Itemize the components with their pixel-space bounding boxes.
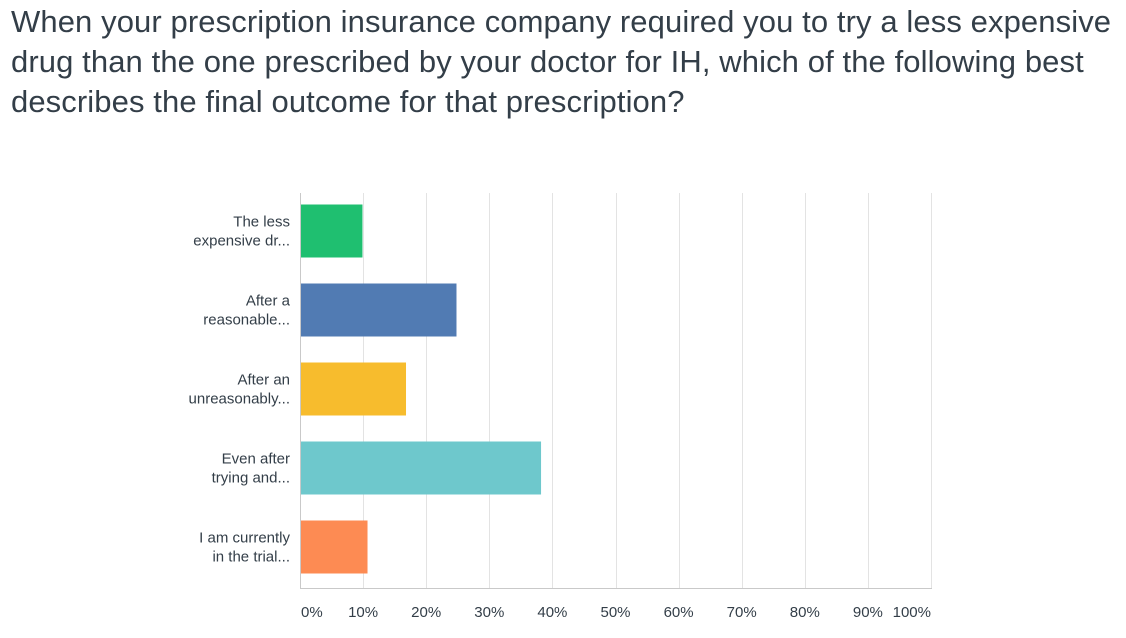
gridlines: [363, 193, 932, 588]
x-tick-label: 100%: [893, 604, 931, 621]
bar: [301, 441, 542, 495]
category-label: The less: [233, 214, 290, 231]
category-label: trying and...: [212, 470, 290, 487]
bar: [301, 283, 457, 337]
bars: [301, 204, 542, 574]
category-label: in the trial...: [212, 549, 290, 566]
category-label: I am currently: [199, 530, 290, 547]
bar: [301, 204, 363, 258]
x-tick-labels: 0% 10% 20% 30% 40% 50% 60% 70% 80% 90% 100%: [301, 604, 931, 621]
bar: [301, 520, 368, 574]
x-tick-label: 80%: [790, 604, 820, 621]
category-label: unreasonably...: [189, 391, 290, 408]
x-tick-label: 10%: [348, 604, 378, 621]
category-label: Even after: [222, 451, 290, 468]
x-tick-label: 40%: [537, 604, 567, 621]
category-labels: The less expensive dr... After a reasonable…: [189, 214, 291, 566]
category-label: After an: [237, 372, 290, 389]
x-tick-label: 0%: [301, 604, 323, 621]
x-tick-label: 50%: [600, 604, 630, 621]
x-tick-label: 90%: [853, 604, 883, 621]
x-tick-label: 20%: [411, 604, 441, 621]
question-title: When your prescription insurance company…: [11, 4, 1112, 119]
category-label: reasonable...: [203, 312, 290, 329]
x-tick-label: 30%: [474, 604, 504, 621]
axes: [300, 193, 932, 589]
x-tick-label: 60%: [664, 604, 694, 621]
category-label: After a: [246, 293, 291, 310]
category-label: expensive dr...: [193, 233, 290, 250]
x-tick-label: 70%: [727, 604, 757, 621]
bar: [301, 362, 407, 416]
